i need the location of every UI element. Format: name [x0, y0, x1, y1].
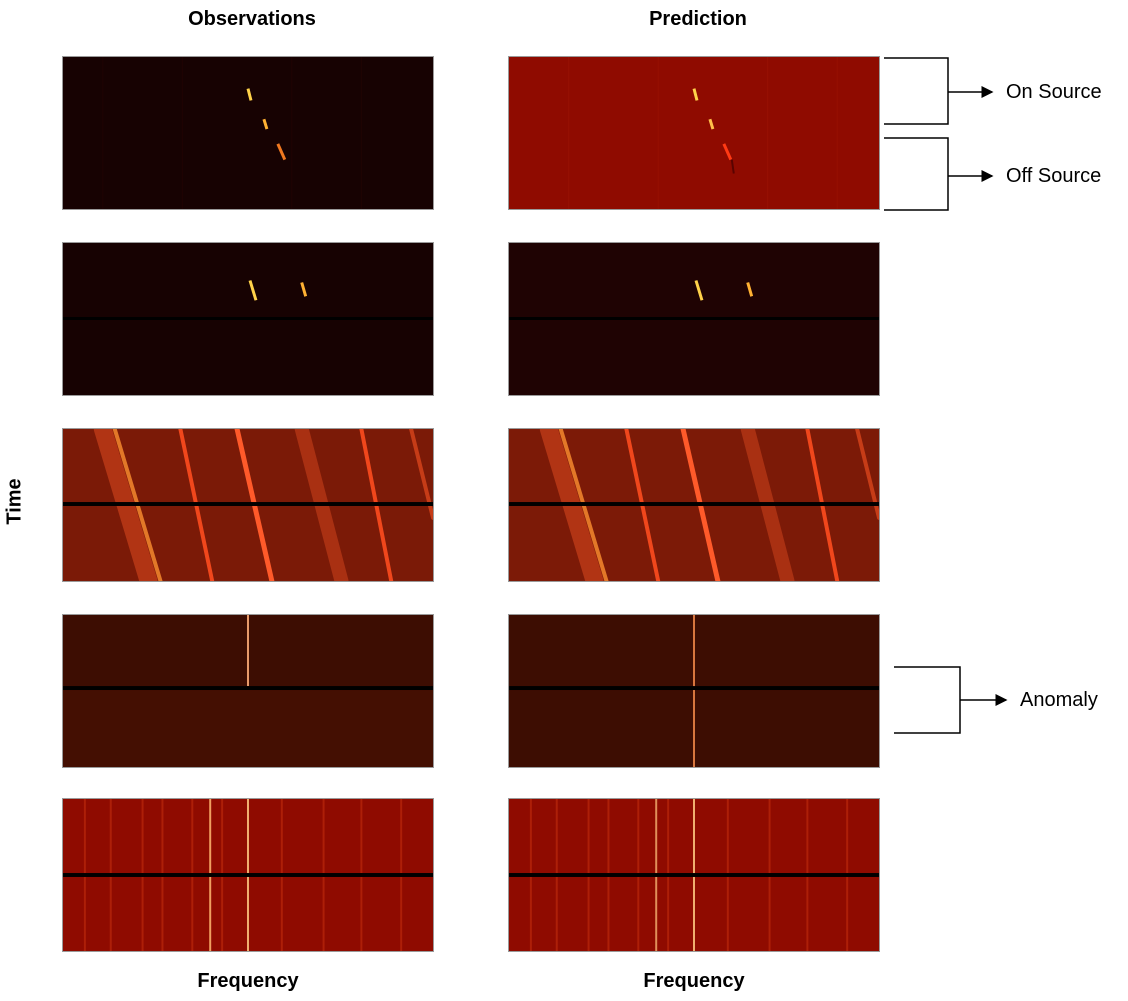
time-axis-label: Time	[3, 478, 26, 525]
prediction-panel-row-5	[508, 798, 880, 952]
off-source-bracket	[884, 137, 949, 211]
prediction-panel-row-1	[508, 56, 880, 210]
observation-panel-row-2	[62, 242, 434, 396]
on-source-label: On Source	[1006, 81, 1102, 103]
off-source-label: Off Source	[1006, 165, 1102, 187]
observations-column-title: Observations	[188, 8, 316, 30]
anomaly-bracket	[894, 666, 961, 734]
frequency-label-right: Frequency	[643, 970, 745, 992]
on-source-bracket	[884, 57, 949, 125]
observation-panel-row-3	[62, 428, 434, 582]
observation-panel-row-4	[62, 614, 434, 768]
anomaly-label: Anomaly	[1020, 689, 1098, 711]
prediction-panel-row-4	[508, 614, 880, 768]
observation-panel-row-5	[62, 798, 434, 952]
frequency-label-left: Frequency	[197, 970, 299, 992]
prediction-column-title: Prediction	[649, 8, 747, 30]
prediction-panel-row-3	[508, 428, 880, 582]
observation-panel-row-1	[62, 56, 434, 210]
prediction-panel-row-2	[508, 242, 880, 396]
